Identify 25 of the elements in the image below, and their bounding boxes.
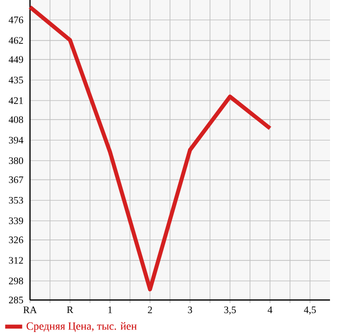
y-tick-label: 462 xyxy=(8,37,23,44)
x-tick-label: 1 xyxy=(108,306,112,314)
line-series xyxy=(28,5,272,292)
y-tick-label: 326 xyxy=(9,236,24,244)
y-tick-label: 285 xyxy=(8,296,24,304)
x-tick-label: 3,5 xyxy=(224,306,236,315)
legend-label: Средняя Цена, тыс. йен xyxy=(26,322,137,332)
y-tick-label: 476 xyxy=(8,16,24,24)
x-tick-label: R xyxy=(66,306,74,314)
y-tick-label: 408 xyxy=(8,116,24,124)
y-tick-label: 380 xyxy=(9,157,24,164)
x-tick-label: 4 xyxy=(268,306,272,314)
y-tick-label: 298 xyxy=(8,278,24,284)
y-tick-label: 367 xyxy=(9,176,24,184)
y-tick-label: 435 xyxy=(8,76,24,84)
x-tick-label: 2 xyxy=(148,306,152,314)
y-tick-label: 339 xyxy=(9,217,24,224)
y-tick-label: 449 xyxy=(8,56,24,63)
x-tick-label: RA xyxy=(23,306,37,314)
x-tick-label: 3 xyxy=(188,306,192,314)
y-tick-label: 312 xyxy=(9,257,23,264)
y-tick-label: 394 xyxy=(9,136,24,144)
y-tick-label: 353 xyxy=(9,196,24,204)
x-tick-label: 4,5 xyxy=(304,306,316,315)
y-tick-label: 421 xyxy=(8,97,23,104)
